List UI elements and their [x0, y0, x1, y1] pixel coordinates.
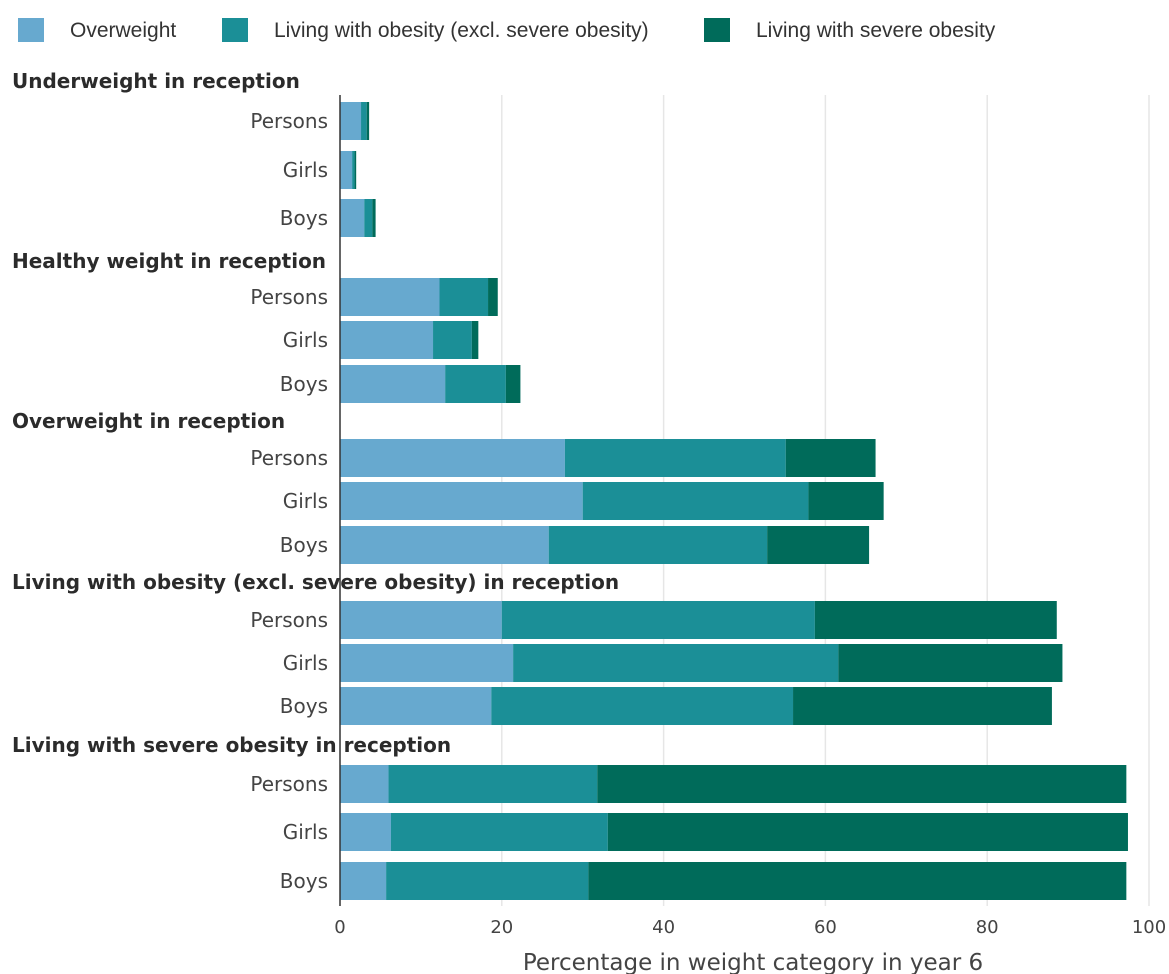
category-label-g5-boys: Boys: [280, 869, 328, 893]
bar-g1-boys-s3[interactable]: [372, 199, 375, 237]
category-label-g2-boys: Boys: [280, 372, 328, 396]
x-tick-label-80: 80: [976, 917, 999, 938]
bar-g5-girls-s2[interactable]: [391, 813, 608, 851]
category-label-g2-girls: Girls: [283, 328, 328, 352]
legend-swatch-3: [704, 18, 730, 42]
bar-g5-boys-s2[interactable]: [386, 862, 588, 900]
bar-g1-girls-s2[interactable]: [352, 151, 354, 189]
bar-g4-girls-s1[interactable]: [340, 644, 513, 682]
bar-g2-girls-s1[interactable]: [340, 321, 433, 359]
x-tick-label-40: 40: [652, 917, 675, 938]
category-label-g4-persons: Persons: [250, 608, 328, 632]
legend-label-1: Overweight: [70, 19, 176, 42]
category-label-g5-girls: Girls: [283, 820, 328, 844]
bar-g2-girls-s3[interactable]: [472, 321, 478, 359]
bar-g3-persons-s2[interactable]: [565, 439, 786, 477]
bar-g4-boys-s2[interactable]: [491, 687, 793, 725]
bar-g1-persons-s2[interactable]: [361, 102, 367, 140]
group-title-1: Underweight in reception: [12, 69, 300, 93]
x-axis-title: Percentage in weight category in year 6: [523, 950, 983, 974]
legend-label-3: Living with severe obesity: [756, 19, 996, 42]
bar-g1-persons-s1[interactable]: [340, 102, 361, 140]
category-label-g4-girls: Girls: [283, 651, 328, 675]
bar-g5-persons-s3[interactable]: [597, 765, 1126, 803]
category-label-g3-boys: Boys: [280, 533, 328, 557]
category-label-g3-girls: Girls: [283, 489, 328, 513]
x-tick-label-0: 0: [334, 917, 345, 938]
category-label-g1-boys: Boys: [280, 206, 328, 230]
bar-g3-persons-s1[interactable]: [340, 439, 565, 477]
bar-g5-persons-s2[interactable]: [389, 765, 598, 803]
bar-g2-persons-s3[interactable]: [488, 278, 498, 316]
bar-g3-girls-s3[interactable]: [808, 482, 883, 520]
category-label-g1-girls: Girls: [283, 158, 328, 182]
bar-g3-boys-s1[interactable]: [340, 526, 549, 564]
category-label-g2-persons: Persons: [250, 285, 328, 309]
bar-g5-boys-s1[interactable]: [340, 862, 386, 900]
bar-g4-persons-s1[interactable]: [340, 601, 502, 639]
legend-swatch-2: [222, 18, 248, 42]
bar-g2-girls-s2[interactable]: [433, 321, 472, 359]
group-title-3: Overweight in reception: [12, 409, 285, 433]
bar-g3-girls-s2[interactable]: [583, 482, 809, 520]
bar-g3-persons-s3[interactable]: [786, 439, 876, 477]
bar-g1-girls-s3[interactable]: [355, 151, 357, 189]
x-tick-label-100: 100: [1132, 917, 1166, 938]
legend-swatch-1: [18, 18, 44, 42]
bar-g5-girls-s3[interactable]: [608, 813, 1128, 851]
group-title-4: Living with obesity (excl. severe obesit…: [12, 570, 619, 594]
bar-g2-boys-s1[interactable]: [340, 365, 445, 403]
bar-g4-boys-s1[interactable]: [340, 687, 491, 725]
bar-g2-boys-s2[interactable]: [445, 365, 506, 403]
category-label-g4-boys: Boys: [280, 694, 328, 718]
group-title-5: Living with severe obesity in reception: [12, 733, 451, 757]
bar-g1-girls-s1[interactable]: [340, 151, 352, 189]
bar-g1-persons-s3[interactable]: [367, 102, 369, 140]
category-label-g5-persons: Persons: [250, 772, 328, 796]
bar-g4-boys-s3[interactable]: [793, 687, 1052, 725]
bar-g4-persons-s2[interactable]: [502, 601, 815, 639]
x-tick-label-20: 20: [490, 917, 513, 938]
category-label-g3-persons: Persons: [250, 446, 328, 470]
bar-g4-girls-s3[interactable]: [838, 644, 1062, 682]
bar-g1-boys-s1[interactable]: [340, 199, 364, 237]
bar-g2-boys-s3[interactable]: [506, 365, 521, 403]
bar-g4-persons-s3[interactable]: [815, 601, 1057, 639]
bar-g1-boys-s2[interactable]: [364, 199, 372, 237]
bar-g2-persons-s1[interactable]: [340, 278, 440, 316]
group-title-2: Healthy weight in reception: [12, 249, 326, 273]
bar-g2-persons-s2[interactable]: [440, 278, 489, 316]
bar-g4-girls-s2[interactable]: [513, 644, 838, 682]
category-label-g1-persons: Persons: [250, 109, 328, 133]
legend-label-2: Living with obesity (excl. severe obesit…: [274, 19, 649, 42]
bar-g3-boys-s2[interactable]: [549, 526, 767, 564]
bar-g5-persons-s1[interactable]: [340, 765, 389, 803]
bar-g5-boys-s3[interactable]: [588, 862, 1126, 900]
bar-g5-girls-s1[interactable]: [340, 813, 391, 851]
x-tick-label-60: 60: [814, 917, 837, 938]
bar-g3-boys-s3[interactable]: [767, 526, 869, 564]
bar-g3-girls-s1[interactable]: [340, 482, 583, 520]
